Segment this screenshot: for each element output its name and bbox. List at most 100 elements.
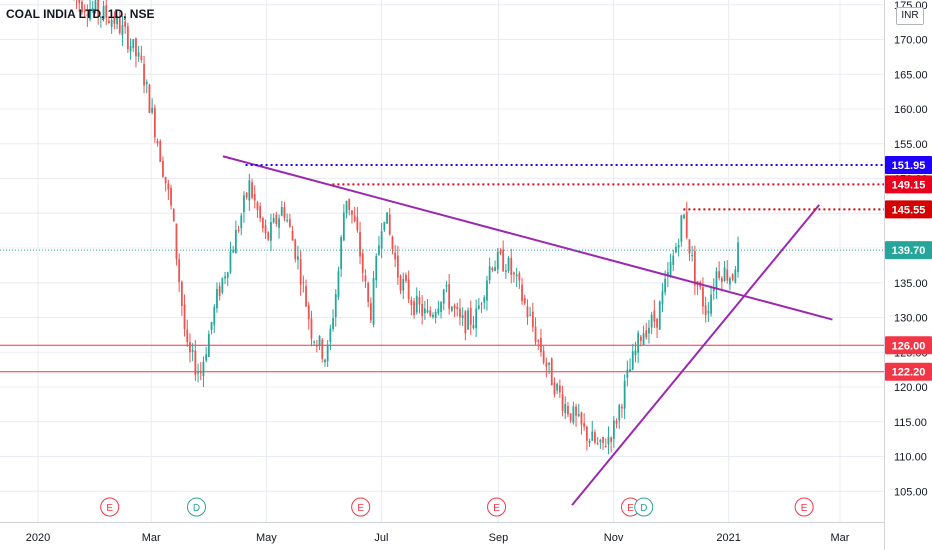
candle-body (459, 308, 461, 318)
price-label: 126.00 (892, 340, 926, 352)
candle-body (172, 208, 175, 222)
candle-body (569, 413, 572, 421)
candle-body (453, 305, 456, 309)
candle-body (526, 306, 529, 318)
candle-body (275, 214, 278, 225)
candle-body (483, 297, 486, 303)
candle-body (342, 212, 345, 241)
candle-body (245, 192, 248, 198)
candle-body (502, 249, 505, 272)
candle-body (704, 305, 707, 316)
candle-body (585, 426, 588, 441)
candle-body (726, 269, 729, 281)
candle-body (558, 385, 561, 393)
candle-body (588, 440, 591, 444)
candle-body (577, 414, 580, 416)
candle-body (224, 276, 226, 279)
candle-body (369, 303, 372, 321)
candle-body (129, 46, 132, 52)
candle-body (631, 351, 634, 370)
candle-body (572, 406, 575, 423)
candle-body (664, 278, 667, 293)
candle-body (467, 310, 469, 330)
event-marker-letter: E (493, 503, 500, 514)
candle-body (180, 281, 183, 306)
candle-body (280, 206, 283, 216)
candle-body (618, 405, 621, 421)
candle-body (259, 206, 262, 219)
candle-body (402, 278, 405, 291)
candle-body (207, 333, 210, 357)
candle-body (712, 288, 715, 292)
candle-body (278, 218, 280, 228)
candle-body (556, 383, 559, 391)
candle-body (437, 308, 440, 314)
candle-body (121, 25, 124, 36)
candle-body (272, 217, 275, 223)
candle-body (450, 306, 453, 311)
candle-body (315, 345, 318, 347)
candle-body (313, 341, 316, 343)
candle-body (531, 311, 534, 328)
candle-body (78, 0, 81, 4)
candle-body (332, 318, 334, 329)
candle-body (359, 231, 361, 257)
currency-button[interactable]: INR (896, 7, 924, 25)
candle-body (540, 337, 542, 352)
candle-body (448, 284, 451, 309)
candle-body (148, 84, 151, 113)
candle-body (81, 1, 83, 13)
candle-body (604, 446, 607, 448)
candle-body (421, 304, 424, 317)
price-label-bg (885, 175, 932, 194)
candle-body (364, 275, 367, 282)
candle-body (375, 255, 378, 281)
y-tick-label: 120.00 (894, 382, 928, 394)
candle-body (391, 236, 394, 249)
candle-body (548, 362, 550, 365)
candle-body (718, 271, 721, 278)
candle-body (288, 219, 291, 227)
candle-body (99, 16, 102, 18)
trendline (571, 204, 821, 506)
candle-body (737, 242, 739, 273)
event-marker-letter: D (193, 503, 200, 514)
candle-body (126, 26, 129, 50)
candle-body (116, 16, 118, 25)
candle-body (97, 0, 100, 17)
y-tick-label: 135.00 (894, 278, 928, 290)
candle-body (248, 180, 251, 201)
candle-body (218, 286, 221, 296)
event-marker (351, 497, 371, 517)
candle-body (683, 214, 685, 219)
y-tick-label: 160.00 (894, 104, 928, 116)
price-label-bg (885, 336, 932, 355)
candle-body (194, 350, 197, 375)
candle-body (621, 406, 623, 409)
candle-body (164, 176, 167, 184)
candle-body (240, 215, 243, 229)
candle-body (394, 252, 397, 260)
candle-body (399, 275, 402, 291)
candle-body (367, 282, 370, 303)
y-tick-label: 165.00 (894, 69, 928, 81)
candle-body (575, 406, 577, 416)
candle-body (720, 277, 723, 282)
candle-body (94, 0, 97, 12)
candle-body (661, 291, 664, 305)
candle-body (89, 8, 91, 20)
candle-body (666, 272, 669, 277)
x-tick-label: Nov (604, 532, 624, 544)
candle-body (464, 311, 467, 334)
candle-body (504, 270, 507, 272)
candle-body (405, 275, 407, 281)
candle-body (83, 10, 86, 13)
candle-body (264, 225, 267, 234)
candle-body (175, 223, 178, 259)
price-label: 151.95 (892, 160, 926, 172)
candle-body (553, 382, 556, 395)
candle-body (386, 212, 388, 224)
candle-body (140, 55, 143, 60)
event-marker-letter: E (627, 503, 634, 514)
